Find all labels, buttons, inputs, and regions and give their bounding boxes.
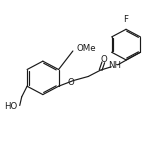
Text: O: O <box>101 55 107 64</box>
Text: OMe: OMe <box>77 44 96 53</box>
Text: HO: HO <box>4 102 17 111</box>
Text: O: O <box>68 78 75 87</box>
Text: NH: NH <box>108 61 121 70</box>
Text: F: F <box>124 15 129 24</box>
